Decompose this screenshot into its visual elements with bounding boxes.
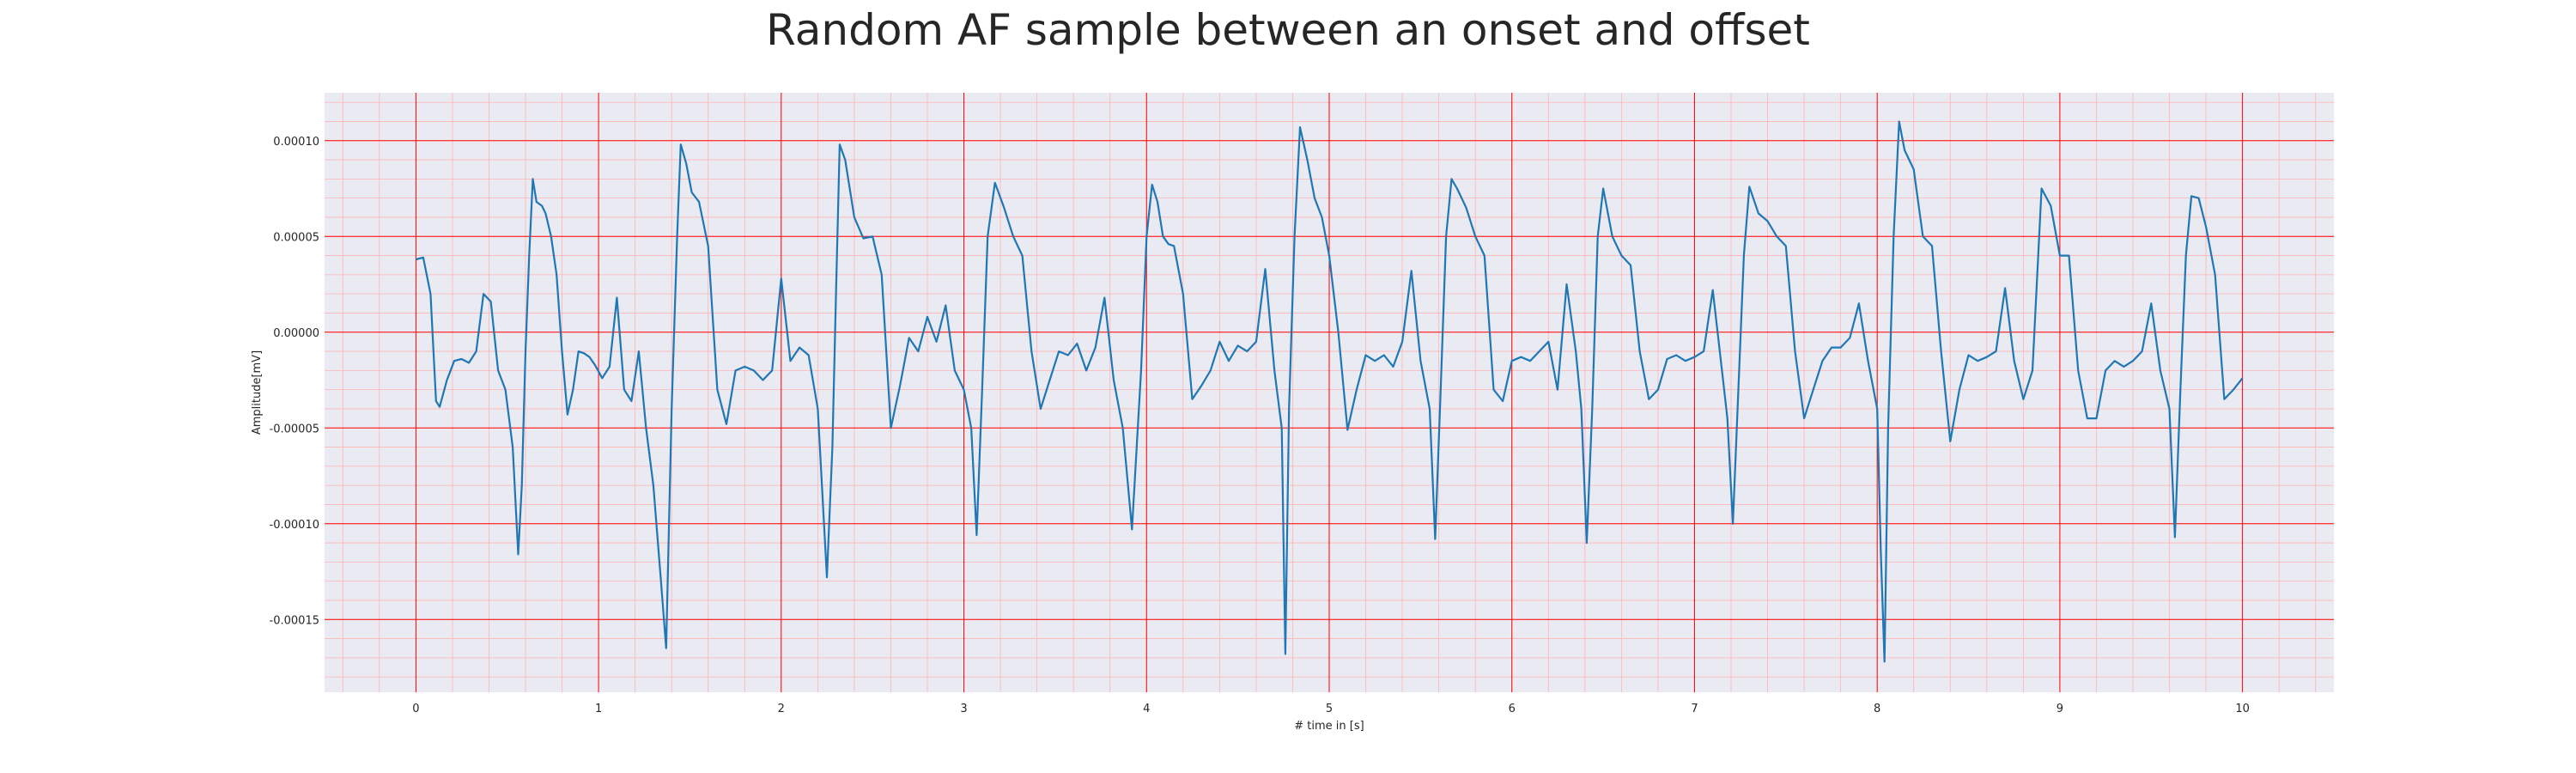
x-tick-label: 0 (412, 703, 419, 715)
x-tick-label: 8 (1874, 703, 1880, 715)
y-tick-label: -0.00015 (270, 614, 319, 627)
x-tick-label: 5 (1326, 703, 1333, 715)
x-tick-label: 3 (960, 703, 967, 715)
y-tick-label: -0.00005 (270, 423, 319, 435)
x-tick-labels: 0 1 2 3 4 5 6 7 8 9 10 (412, 703, 2250, 715)
y-tick-label: -0.00010 (270, 519, 319, 532)
x-axis-label: # time in [s] (1294, 720, 1364, 733)
x-tick-label: 10 (2235, 703, 2250, 715)
x-tick-label: 6 (1509, 703, 1516, 715)
y-tick-labels: 0.00010 0.00005 0.00000 -0.00005 -0.00010 -0.… (270, 136, 319, 628)
x-tick-label: 1 (595, 703, 602, 715)
major-grid (325, 93, 2334, 692)
x-tick-label: 9 (2057, 703, 2063, 715)
y-axis-label: Amplitude[mV] (251, 350, 264, 435)
series-layer (416, 120, 2244, 663)
series-line-0 (416, 120, 2244, 663)
x-tick-label: 2 (778, 703, 785, 715)
y-tick-label: 0.00010 (273, 136, 319, 149)
y-tick-label: 0.00005 (273, 231, 319, 244)
chart-title: Random AF sample between an onset and of… (766, 5, 1810, 55)
y-tick-label: 0.00000 (273, 327, 319, 340)
x-tick-label: 4 (1143, 703, 1150, 715)
x-tick-label: 7 (1691, 703, 1698, 715)
